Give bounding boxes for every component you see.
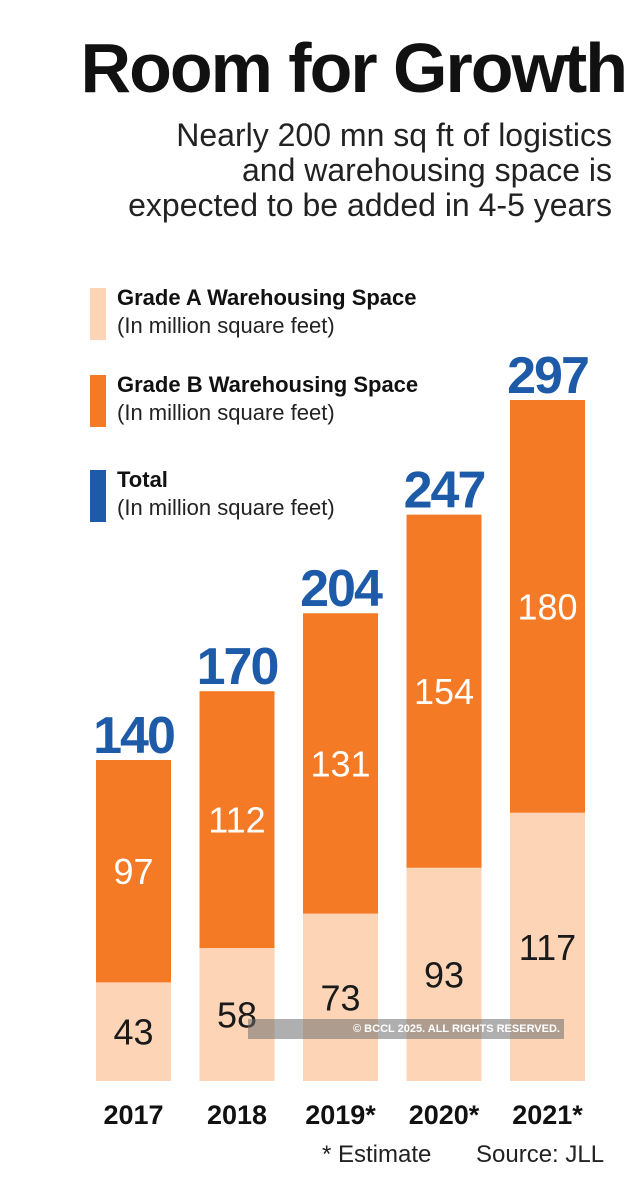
- value-label-grade-a-2017: 43: [113, 1012, 153, 1053]
- legend-label-grade-a: Grade A Warehousing Space: [117, 285, 417, 310]
- legend-swatch-grade-b: [90, 375, 106, 427]
- value-label-grade-a-2021: 117: [519, 927, 576, 968]
- bar-grade-a-2019: [303, 913, 378, 1081]
- copyright-watermark: © BCCL 2025. ALL RIGHTS RESERVED.: [248, 1019, 564, 1039]
- value-label-grade-b-2020: 154: [414, 671, 474, 712]
- value-label-grade-b-2018: 112: [208, 800, 265, 841]
- legend-swatch-total: [90, 470, 106, 522]
- bar-grade-b-2019: [303, 613, 378, 914]
- value-label-grade-a-2020: 93: [424, 954, 464, 995]
- chart-title: Room for Growth: [80, 29, 628, 107]
- value-label-grade-b-2021: 180: [517, 586, 577, 627]
- total-label-2020: 247: [404, 462, 485, 520]
- x-tick-label-2019: 2019*: [305, 1100, 376, 1130]
- bar-grade-a-2020: [406, 867, 482, 1081]
- total-label-2018: 170: [197, 638, 278, 696]
- total-label-2017: 140: [93, 707, 174, 765]
- total-label-2021: 297: [507, 347, 588, 405]
- bar-grade-b-2017: [96, 759, 171, 983]
- chart-subtitle: Nearly 200 mn sq ft of logistics and war…: [128, 117, 612, 223]
- x-tick-label-2021: 2021*: [512, 1100, 583, 1130]
- value-label-grade-a-2019: 73: [320, 977, 360, 1018]
- bar-grade-b-2021: [510, 400, 585, 813]
- source-note: Source: JLL: [476, 1141, 605, 1168]
- legend-swatch-grade-a: [90, 288, 106, 340]
- legend-unit-grade-b: (In million square feet): [117, 400, 335, 425]
- bar-grade-b-2018: [199, 691, 275, 949]
- legend-label-grade-b: Grade B Warehousing Space: [117, 372, 419, 397]
- legend-unit-total: (In million square feet): [117, 495, 335, 520]
- total-label-2019: 204: [300, 560, 383, 618]
- estimate-footnote: * Estimate: [322, 1141, 432, 1168]
- value-label-grade-b-2017: 97: [113, 851, 153, 892]
- bar-grade-a-2018: [199, 948, 275, 1081]
- value-label-grade-b-2019: 131: [310, 743, 370, 784]
- x-tick-label-2017: 2017: [103, 1100, 163, 1130]
- x-tick-label-2020: 2020*: [409, 1100, 480, 1130]
- bar-grade-a-2017: [96, 982, 171, 1081]
- legend-unit-grade-a: (In million square feet): [117, 313, 335, 338]
- x-tick-label-2018: 2018: [207, 1100, 267, 1130]
- legend-label-total: Total: [117, 467, 168, 492]
- bar-grade-b-2020: [406, 514, 482, 868]
